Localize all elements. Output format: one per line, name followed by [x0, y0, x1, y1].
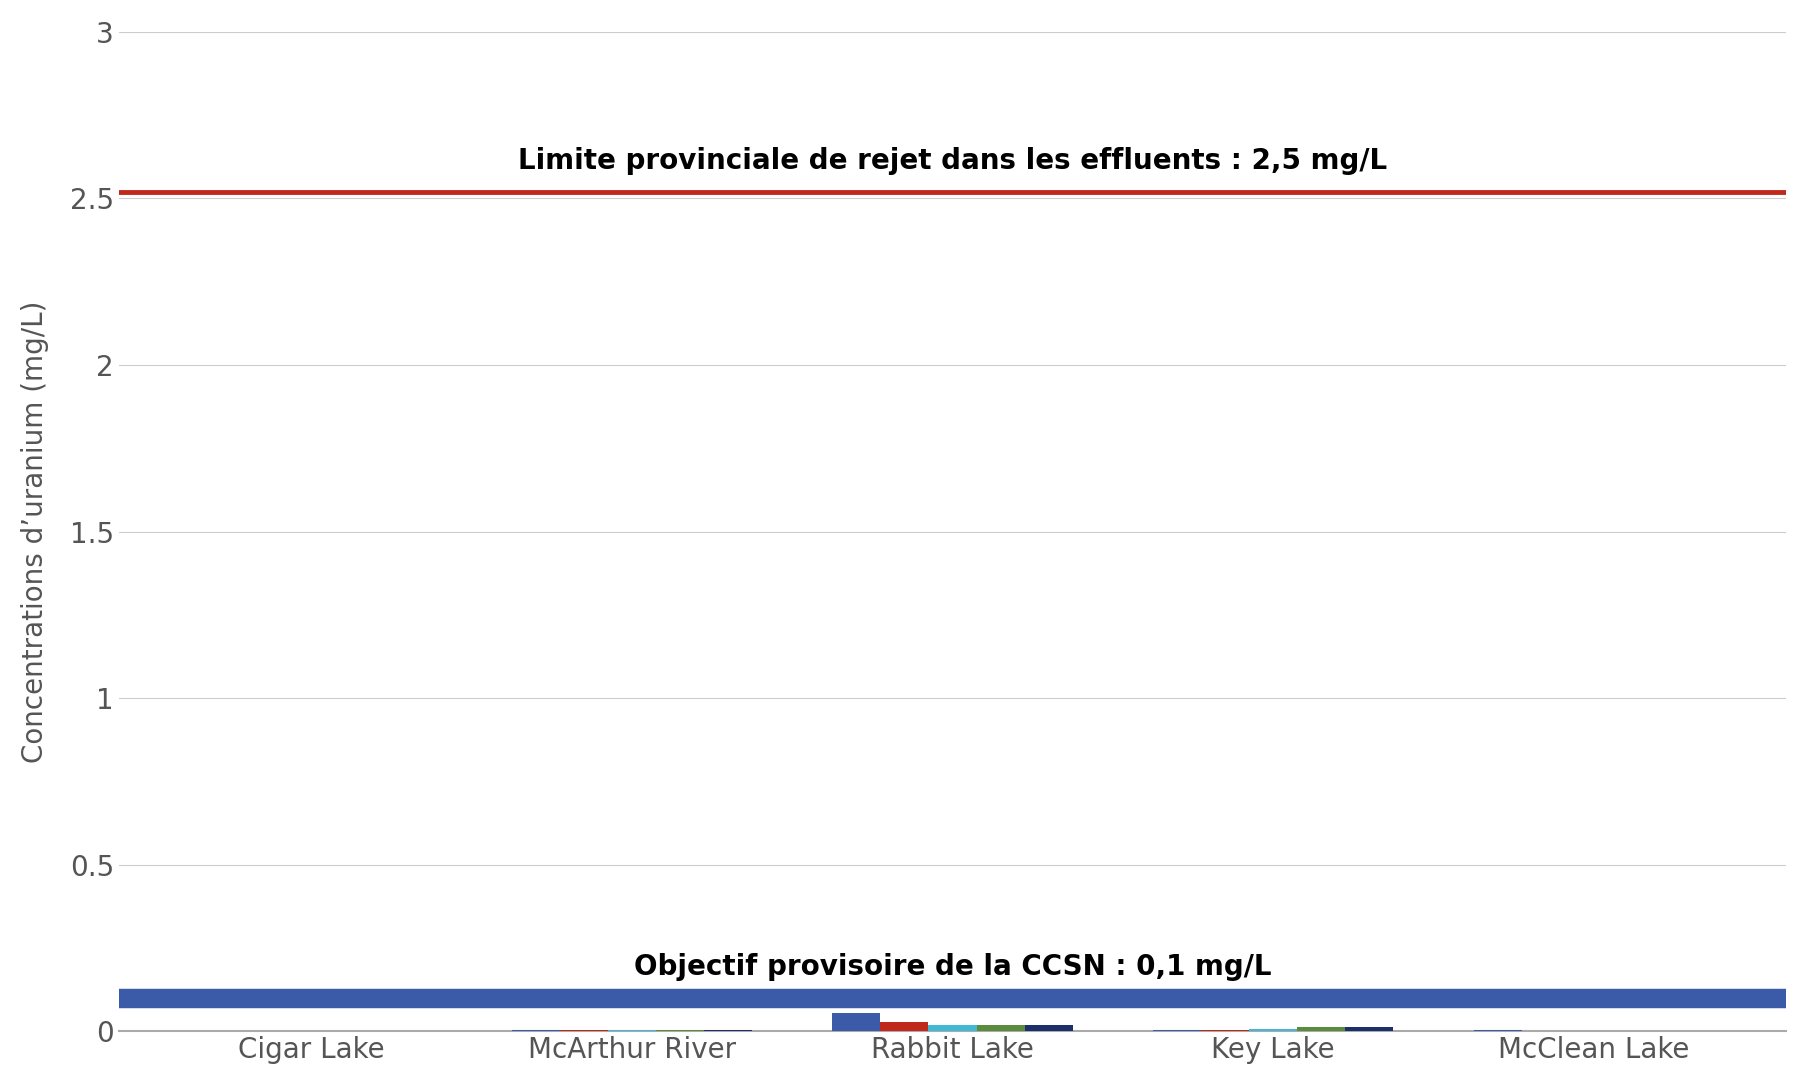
Bar	[929, 1025, 976, 1032]
Bar	[1153, 1030, 1202, 1032]
Bar	[1025, 1025, 1073, 1032]
Bar	[656, 1030, 705, 1032]
Bar	[705, 1030, 752, 1032]
Bar	[1202, 1030, 1249, 1032]
Bar	[511, 1030, 560, 1032]
Bar	[1473, 1030, 1521, 1032]
Bar	[1344, 1026, 1393, 1032]
Bar	[833, 1013, 880, 1032]
Bar	[1249, 1029, 1297, 1032]
Bar	[1297, 1027, 1344, 1032]
Text: Limite provinciale de rejet dans les effluents : 2,5 mg/L: Limite provinciale de rejet dans les eff…	[519, 148, 1388, 175]
Text: Objectif provisoire de la CCSN : 0,1 mg/L: Objectif provisoire de la CCSN : 0,1 mg/…	[634, 954, 1270, 981]
Y-axis label: Concentrations d’uranium (mg/L): Concentrations d’uranium (mg/L)	[22, 301, 49, 763]
Bar	[976, 1025, 1025, 1032]
Bar	[880, 1022, 929, 1032]
Bar	[607, 1030, 656, 1032]
Bar	[560, 1030, 607, 1032]
